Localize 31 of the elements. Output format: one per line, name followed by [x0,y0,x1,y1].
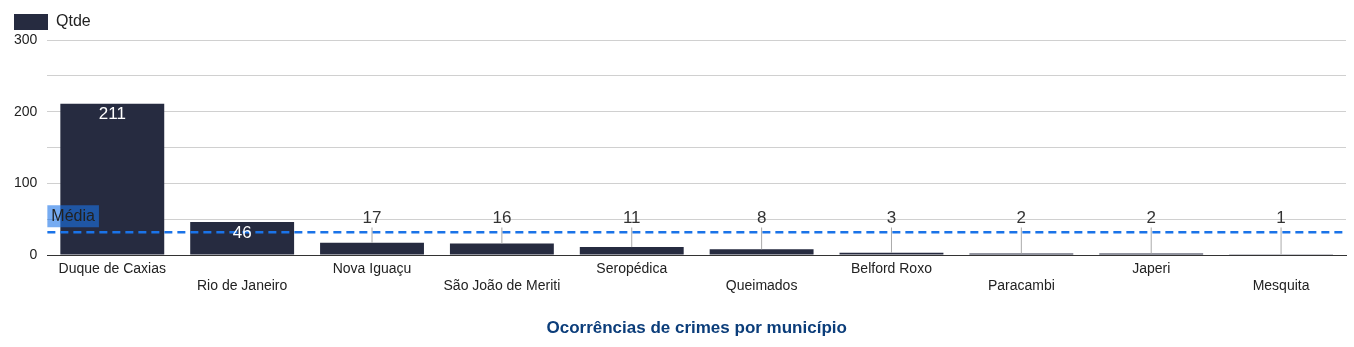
data-label: 17 [362,208,382,228]
data-label: 3 [886,208,897,228]
legend-label: Qtde [56,12,91,30]
data-label: 2 [1016,208,1027,228]
x-tick-label: Belford Roxo [851,260,933,277]
x-tick-label: Rio de Janeiro [197,277,288,294]
bar [449,243,554,255]
data-label: 11 [622,208,641,228]
x-tick-label: Mesquita [1252,277,1310,294]
x-tick-label: São João de Meriti [443,277,561,294]
ref-line-label: Média [51,206,96,224]
bar [579,247,684,255]
y-tick-label: 100 [14,174,38,191]
x-tick-label: Queimados [725,277,798,294]
y-tick-label: 0 [29,245,38,262]
bar [190,222,295,255]
x-tick-label: Japeri [1132,260,1171,277]
x-tick-label: Paracambi [987,277,1055,294]
x-tick-label: Duque de Caxias [58,260,166,277]
x-tick-label: Seropédica [596,260,668,277]
bar [709,249,814,255]
data-label: 211 [98,104,126,124]
data-label: 2 [1146,208,1156,228]
y-tick-label: 300 [14,30,38,47]
data-label: 1 [1276,208,1286,228]
bar [320,242,424,255]
data-label: 16 [492,208,512,228]
x-axis-title: Ocorrências de crimes por município [546,318,847,338]
x-tick-label: Nova Iguaçu [332,260,412,277]
y-tick-label: 200 [14,102,38,119]
data-label: 8 [756,208,767,228]
